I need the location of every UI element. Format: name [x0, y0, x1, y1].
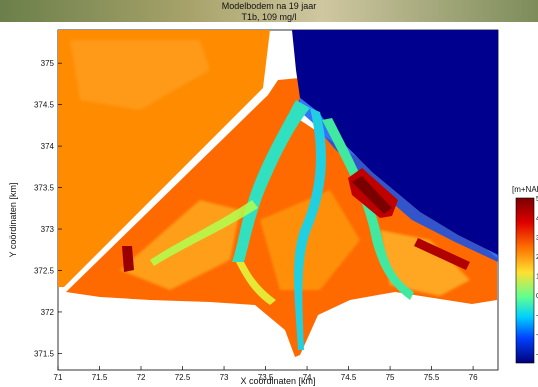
y-tick-label: 372 [41, 308, 55, 317]
x-tick-label: 74.5 [341, 373, 357, 382]
x-tick-label: 75 [386, 373, 395, 382]
y-tick-label: 373.5 [34, 184, 55, 193]
y-tick-label: 374.5 [34, 101, 55, 110]
x-tick-label: 72.5 [175, 373, 191, 382]
y-axis-label: Y coördinaten [km] [8, 183, 18, 258]
header-banner [0, 0, 538, 22]
channel-branch-left [150, 200, 258, 266]
y-tick-label: 371.5 [34, 349, 55, 358]
chart-subtitle: T1b, 109 mg/l [241, 12, 297, 22]
x-tick-label: 75.5 [424, 373, 440, 382]
y-tick-label: 374 [41, 142, 55, 151]
deep-water [292, 30, 498, 255]
x-tick-label: 72 [137, 373, 146, 382]
x-tick-label: 73 [220, 373, 229, 382]
channel-branch-lower-left [236, 262, 276, 305]
x-tick-label: 71 [54, 373, 63, 382]
colorbar-tick-label: -1 [536, 312, 538, 319]
y-tick-label: 373 [41, 225, 55, 234]
colorbar-tick-label: 4 [536, 215, 538, 222]
colorbar-tick-label: 0 [536, 293, 538, 300]
x-axis: 71 71.5 72 72.5 73 73.5 74 74.5 75 75.5 76 [54, 366, 478, 382]
y-tick-label: 372.5 [34, 266, 55, 275]
chart-title: Modelbodem na 19 jaar [221, 1, 317, 11]
colorbar-tick-label: 2 [536, 254, 538, 261]
shallow-zone-2 [260, 190, 360, 290]
colorbar [515, 197, 535, 364]
main-channel [232, 100, 310, 262]
x-tick-label: 73.5 [258, 373, 274, 382]
x-tick-label: 74 [303, 373, 312, 382]
land-shading-upper-left [70, 40, 210, 110]
high-strip-lower-right [414, 238, 470, 270]
channel-branch-right [322, 118, 414, 300]
x-axis-label: X coördinaten [km] [240, 376, 315, 386]
x-tick-label: 76 [469, 373, 478, 382]
x-tick-label: 71.5 [92, 373, 108, 382]
colorbar-tick-label: 1 [536, 274, 538, 281]
colorbar-tick-label: 3 [536, 235, 538, 242]
shallow-zone-3 [380, 230, 470, 296]
y-tick-label: 375 [41, 59, 55, 68]
high-bank-left [122, 246, 134, 272]
y-axis: 371.5 372 372.5 373 373.5 374 374.5 375 [34, 59, 62, 358]
colorbar-label: [m+NAP] [512, 185, 538, 194]
channel-branch-middle [294, 108, 326, 350]
colorbar-ticks: 5 4 3 2 1 0 -1 -2 -3 [536, 196, 538, 358]
colorbar-tick-label: 5 [536, 196, 538, 203]
high-bank-right-dark [352, 176, 392, 214]
colorbar-tick-label: -2 [536, 332, 538, 339]
colorbar-tick-label: -3 [536, 351, 538, 358]
